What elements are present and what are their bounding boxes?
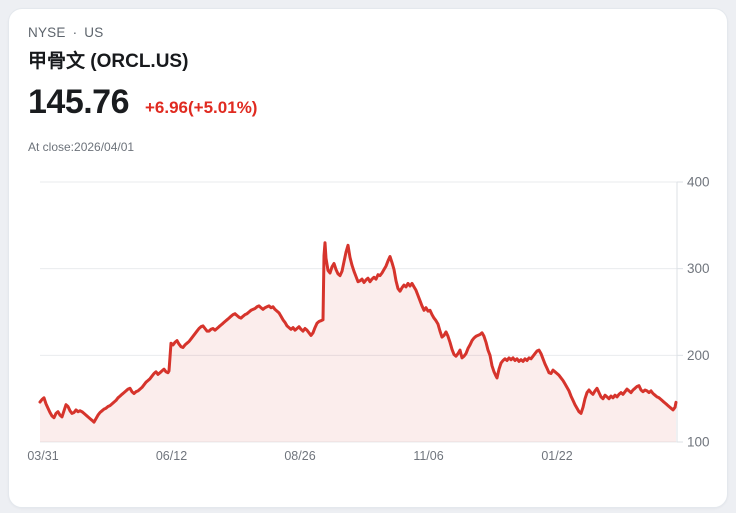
last-price: 145.76: [28, 83, 130, 121]
price-row: 145.76 +6.96(+5.01%): [28, 83, 257, 122]
y-tick-label: 300: [687, 261, 710, 276]
exchange-label: NYSE: [28, 25, 66, 40]
y-tick-label: 100: [687, 435, 710, 450]
y-tick-label: 400: [687, 175, 710, 190]
x-tick-label: 03/31: [27, 449, 58, 463]
y-tick-label: 200: [687, 348, 710, 363]
x-tick-label: 08/26: [284, 449, 315, 463]
separator-dot: ·: [72, 25, 78, 40]
as-of-timestamp: At close:2026/04/01: [28, 140, 135, 154]
region-label: US: [84, 25, 104, 40]
stock-quote-card: NYSE · US 甲骨文 (ORCL.US) 145.76 +6.96(+5.…: [8, 8, 728, 508]
x-tick-label: 06/12: [156, 449, 187, 463]
x-tick-label: 01/22: [541, 449, 572, 463]
price-area-fill: [40, 242, 676, 442]
price-change: +6.96(+5.01%): [145, 98, 258, 117]
exchange-row: NYSE · US: [28, 25, 103, 40]
stock-name: 甲骨文 (ORCL.US): [28, 51, 189, 72]
price-line[interactable]: [38, 241, 678, 424]
x-tick-label: 11/06: [413, 449, 443, 463]
